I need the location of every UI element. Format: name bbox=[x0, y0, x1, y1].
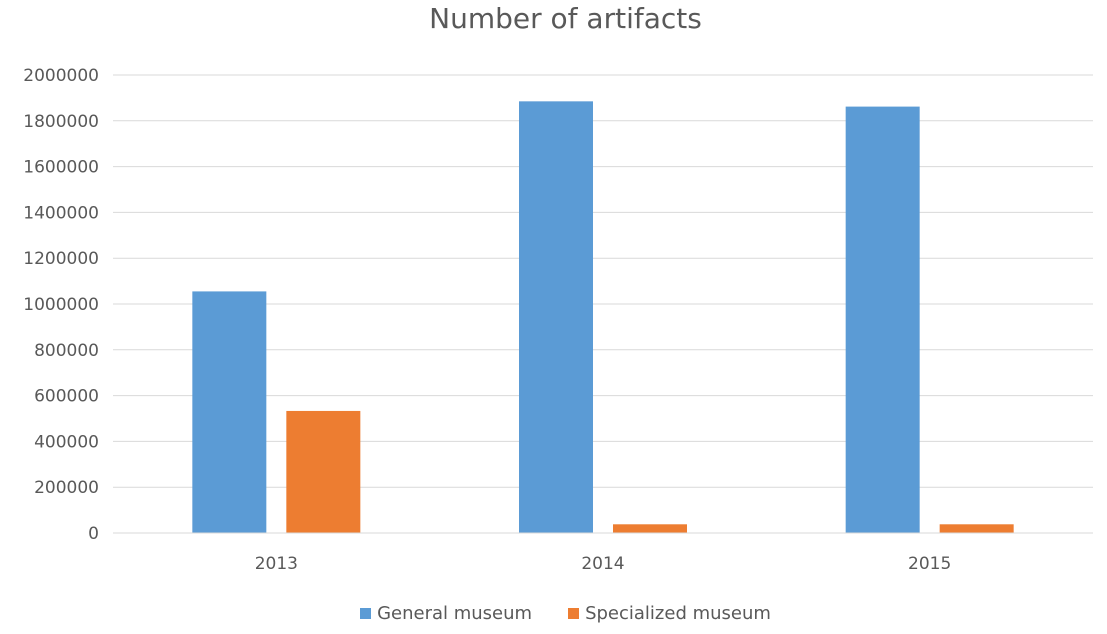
x-tick-label: 2015 bbox=[908, 554, 951, 574]
y-tick-label: 2000000 bbox=[23, 66, 99, 86]
bar-general-2015 bbox=[845, 106, 920, 534]
bar-general-2013 bbox=[192, 291, 267, 533]
y-tick-label: 0 bbox=[88, 524, 99, 544]
y-tick-label: 1600000 bbox=[23, 158, 99, 178]
plot-area: 0 200000 400000 600000 800000 1000000 1200000 1… bbox=[23, 66, 1093, 574]
y-tick-label: 1800000 bbox=[23, 112, 99, 132]
bar-general-2014 bbox=[519, 101, 593, 534]
legend-item-specialized: Specialized museum bbox=[568, 603, 771, 624]
bar-specialized-2015 bbox=[939, 524, 1014, 533]
chart-title: Number of artifacts bbox=[429, 2, 702, 35]
x-tick-label: 2014 bbox=[581, 554, 624, 574]
y-tick-label: 200000 bbox=[34, 478, 99, 498]
y-tick-label: 800000 bbox=[34, 341, 99, 361]
bar-specialized-2013 bbox=[286, 410, 361, 533]
legend-item-general: General museum bbox=[360, 603, 532, 624]
legend: General museum Specialized museum bbox=[0, 603, 1107, 624]
x-tick-label: 2013 bbox=[255, 554, 298, 574]
bar-specialized-2014 bbox=[613, 524, 687, 533]
y-tick-label: 1200000 bbox=[23, 249, 99, 269]
y-tick-label: 400000 bbox=[34, 432, 99, 452]
legend-label-specialized: Specialized museum bbox=[585, 603, 771, 624]
legend-swatch-general bbox=[360, 608, 372, 619]
legend-label-general: General museum bbox=[377, 603, 533, 624]
y-tick-label: 1400000 bbox=[23, 203, 99, 223]
y-tick-label: 600000 bbox=[34, 387, 99, 407]
y-tick-label: 1000000 bbox=[23, 295, 99, 315]
legend-swatch-specialized bbox=[568, 608, 580, 619]
